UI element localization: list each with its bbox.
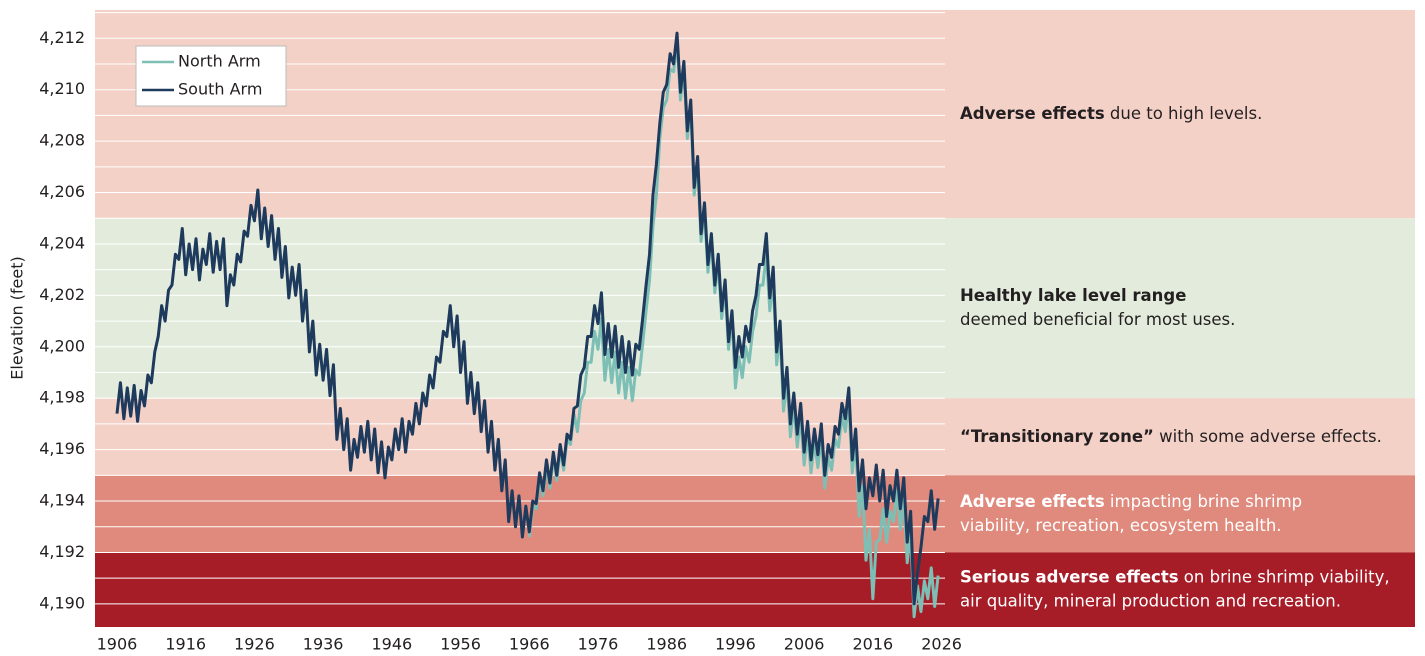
x-tick-label: 1966 [509,635,550,654]
zone-text: Serious adverse effects [960,567,1179,586]
zone-annotation: “Transitionary zone” with some adverse e… [960,426,1382,445]
y-tick-label: 4,200 [39,336,85,355]
y-tick-label: 4,212 [39,28,85,47]
y-tick-label: 4,202 [39,285,85,304]
x-tick-label: 1926 [234,635,275,654]
zone-band [95,398,1415,476]
legend-label: North Arm [178,52,261,71]
zone-text: deemed beneficial for most uses. [960,310,1235,329]
y-tick-label: 4,190 [39,593,85,612]
legend-box [135,45,287,107]
zone-annotation: Serious adverse effects on brine shrimp … [960,567,1390,586]
y-tick-label: 4,206 [39,182,85,201]
x-tick-label: 2016 [852,635,893,654]
x-tick-label: 1976 [578,635,619,654]
zone-band [95,475,1415,553]
zone-text: due to high levels. [1105,104,1263,123]
series-line [115,31,940,606]
x-tick-label: 1996 [715,635,756,654]
zone-text: viability, recreation, ecosystem health. [960,515,1282,534]
y-tick-label: 4,210 [39,79,85,98]
zone-text: on brine shrimp viability, [1179,567,1390,586]
x-tick-label: 2006 [784,635,825,654]
zone-annotation: deemed beneficial for most uses. [960,310,1235,329]
y-axis-label: Elevation (feet) [8,256,27,379]
zone-text: “Transitionary zone” [960,426,1154,445]
y-tick-label: 4,208 [39,131,85,150]
zone-text: with some adverse effects. [1154,426,1382,445]
x-tick-label: 1906 [97,635,138,654]
zone-text: Healthy lake level range [960,286,1186,305]
y-tick-label: 4,198 [39,388,85,407]
y-tick-label: 4,196 [39,439,85,458]
zone-annotation: viability, recreation, ecosystem health. [960,515,1282,534]
zone-annotation: Adverse effects due to high levels. [960,104,1262,123]
zone-annotation: air quality, mineral production and recr… [960,591,1341,610]
y-tick-label: 4,192 [39,542,85,561]
x-tick-label: 1916 [165,635,206,654]
zone-text: impacting brine shrimp [1105,491,1302,510]
x-tick-label: 1946 [371,635,412,654]
y-tick-label: 4,204 [39,233,85,252]
x-tick-label: 1956 [440,635,481,654]
legend-label: South Arm [178,80,262,99]
zone-annotation: Healthy lake level range [960,286,1186,305]
x-tick-label: 2026 [921,635,962,654]
x-tick-label: 1986 [646,635,687,654]
zone-band [95,218,1415,399]
x-tick-label: 1936 [303,635,344,654]
zone-annotation: Adverse effects impacting brine shrimp [960,491,1302,510]
y-tick-label: 4,194 [39,491,85,510]
zone-band [95,552,1415,627]
zone-band [95,10,1415,219]
zone-text: air quality, mineral production and recr… [960,591,1341,610]
zone-text: Adverse effects [960,491,1105,510]
zone-text: Adverse effects [960,104,1105,123]
